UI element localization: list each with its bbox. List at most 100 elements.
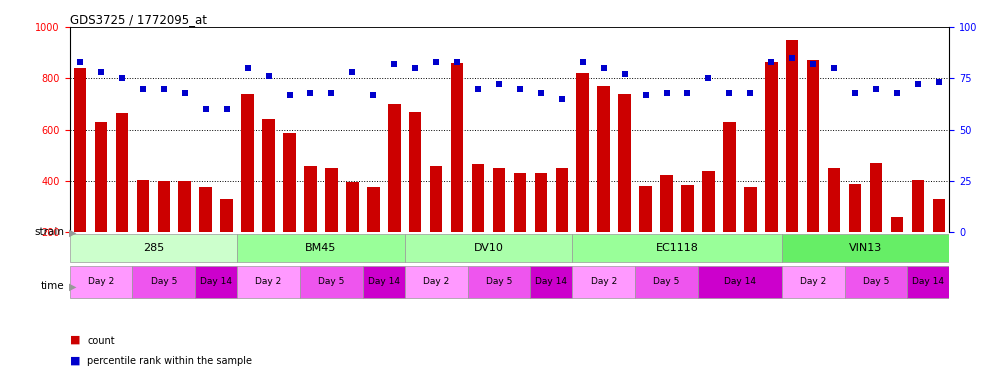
Bar	[807, 60, 819, 232]
Point	[114, 75, 130, 81]
Text: Day 2: Day 2	[423, 276, 449, 286]
Bar	[238, 234, 405, 262]
Point	[366, 92, 382, 98]
Bar	[698, 266, 781, 298]
Point	[701, 75, 717, 81]
Text: Day 14: Day 14	[912, 276, 944, 286]
Bar	[405, 266, 467, 298]
Text: percentile rank within the sample: percentile rank within the sample	[87, 356, 252, 366]
Bar	[870, 163, 883, 232]
Point	[847, 89, 863, 96]
Bar	[597, 86, 610, 232]
Bar	[849, 184, 862, 232]
Point	[93, 69, 109, 75]
Point	[722, 89, 738, 96]
Point	[930, 79, 946, 85]
Point	[512, 85, 528, 91]
Bar	[74, 68, 86, 232]
Bar	[911, 180, 924, 232]
Point	[408, 65, 423, 71]
Bar	[786, 40, 798, 232]
Text: Day 2: Day 2	[590, 276, 617, 286]
Point	[889, 89, 905, 96]
Point	[323, 89, 339, 96]
Text: Day 2: Day 2	[255, 276, 281, 286]
Text: Day 14: Day 14	[536, 276, 568, 286]
Text: GDS3725 / 1772095_at: GDS3725 / 1772095_at	[70, 13, 207, 26]
Point	[449, 59, 465, 65]
Bar	[179, 181, 191, 232]
Point	[281, 92, 297, 98]
Bar	[409, 112, 421, 232]
Point	[763, 59, 779, 65]
Bar	[367, 187, 380, 232]
Bar	[132, 266, 195, 298]
Bar	[405, 234, 573, 262]
Text: EC1118: EC1118	[656, 243, 699, 253]
Bar	[346, 182, 359, 232]
Text: Day 14: Day 14	[200, 276, 233, 286]
Text: count: count	[87, 336, 115, 346]
Bar	[531, 266, 573, 298]
Point	[910, 81, 925, 88]
Bar	[451, 63, 463, 232]
Point	[344, 69, 360, 75]
Bar	[514, 173, 526, 232]
Bar	[493, 168, 505, 232]
Point	[805, 61, 821, 67]
Bar	[238, 266, 300, 298]
Bar	[158, 181, 170, 232]
Bar	[388, 104, 401, 232]
Point	[826, 65, 842, 71]
Bar	[765, 61, 777, 232]
Text: Day 5: Day 5	[318, 276, 345, 286]
Point	[784, 55, 800, 61]
Bar	[535, 173, 547, 232]
Bar	[325, 168, 338, 232]
Text: Day 2: Day 2	[800, 276, 826, 286]
Bar	[618, 94, 631, 232]
Bar	[115, 113, 128, 232]
Point	[428, 59, 444, 65]
Bar	[262, 119, 274, 232]
Bar	[908, 266, 949, 298]
Text: time: time	[41, 281, 65, 291]
Bar	[467, 266, 531, 298]
Point	[156, 85, 172, 91]
Bar	[891, 217, 904, 232]
Point	[491, 81, 507, 88]
Point	[470, 85, 486, 91]
Point	[595, 65, 611, 71]
Text: Day 5: Day 5	[653, 276, 680, 286]
Bar	[744, 187, 756, 232]
Bar	[577, 73, 589, 232]
Bar	[283, 133, 296, 232]
Bar	[573, 266, 635, 298]
Bar	[932, 199, 945, 232]
Text: ▶: ▶	[69, 282, 77, 292]
Point	[198, 106, 214, 112]
Text: ■: ■	[70, 335, 81, 345]
Bar	[845, 266, 908, 298]
Text: BM45: BM45	[305, 243, 337, 253]
Point	[177, 89, 193, 96]
Point	[637, 92, 653, 98]
Text: VIN13: VIN13	[849, 243, 882, 253]
Bar	[556, 168, 569, 232]
Bar	[639, 186, 652, 232]
Bar	[781, 234, 949, 262]
Point	[554, 96, 570, 102]
Point	[659, 89, 675, 96]
Bar	[660, 174, 673, 232]
Point	[135, 85, 151, 91]
Bar	[363, 266, 405, 298]
Text: strain: strain	[35, 227, 65, 237]
Bar	[94, 122, 107, 232]
Bar	[70, 266, 132, 298]
Text: ■: ■	[70, 355, 81, 365]
Text: Day 2: Day 2	[87, 276, 114, 286]
Bar	[723, 122, 736, 232]
Point	[616, 71, 632, 77]
Bar	[828, 168, 840, 232]
Bar	[635, 266, 698, 298]
